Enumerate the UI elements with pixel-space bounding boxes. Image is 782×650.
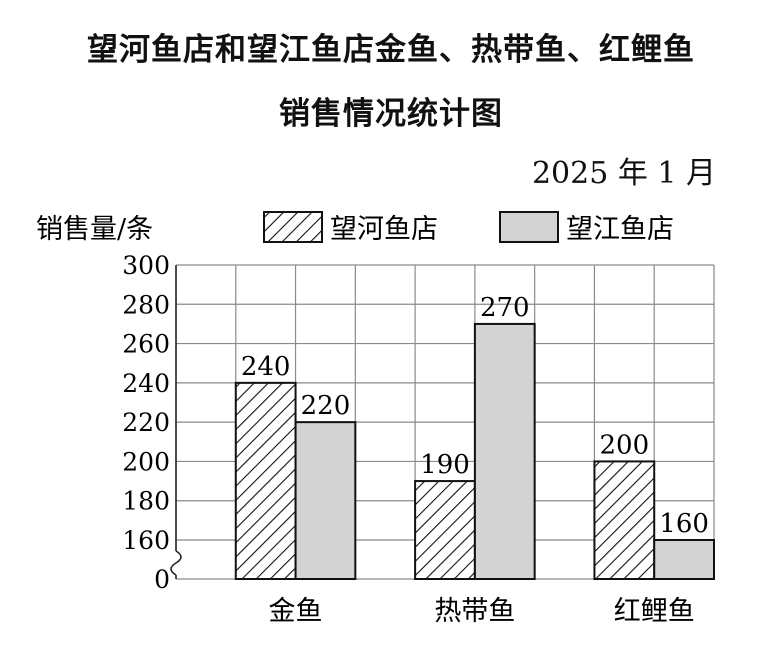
data-label: 220 (301, 391, 351, 421)
chart-date: 2025 年 1 月 (531, 156, 716, 191)
bar (593, 460, 656, 580)
bar (234, 381, 297, 580)
legend-swatch (263, 211, 323, 243)
legend-label: 望河鱼店 (330, 214, 438, 245)
y-tick-label: 180 (122, 487, 170, 516)
data-label: 240 (241, 352, 291, 382)
legend-label: 望江鱼店 (566, 214, 674, 245)
data-label: 160 (659, 509, 709, 539)
y-axis-label: 销售量/条 (36, 214, 153, 245)
x-tick-label: 金鱼 (269, 596, 323, 627)
bar (414, 480, 476, 581)
legend-swatch (499, 211, 559, 243)
y-tick-label: 0 (154, 565, 170, 594)
data-label: 200 (600, 430, 650, 460)
x-tick-label: 红鲤鱼 (614, 596, 695, 627)
data-label: 190 (420, 450, 470, 480)
y-tick-label: 240 (122, 369, 170, 398)
chart-title-line1: 望河鱼店和望江鱼店金鱼、热带鱼、红鲤鱼 (87, 32, 695, 68)
y-axis-break (170, 550, 182, 576)
y-tick-label: 300 (122, 251, 170, 280)
y-tick-label: 260 (122, 330, 170, 359)
y-tick-label: 280 (122, 290, 170, 319)
bar (294, 421, 357, 580)
data-label: 270 (480, 293, 530, 323)
x-tick-label: 热带鱼 (434, 596, 515, 627)
bar (473, 322, 536, 580)
chart-title-line2: 销售情况统计图 (279, 96, 503, 132)
y-tick-label: 220 (122, 408, 170, 437)
bar (653, 539, 716, 580)
y-tick-label: 200 (122, 447, 170, 476)
y-tick-label: 160 (122, 526, 170, 555)
